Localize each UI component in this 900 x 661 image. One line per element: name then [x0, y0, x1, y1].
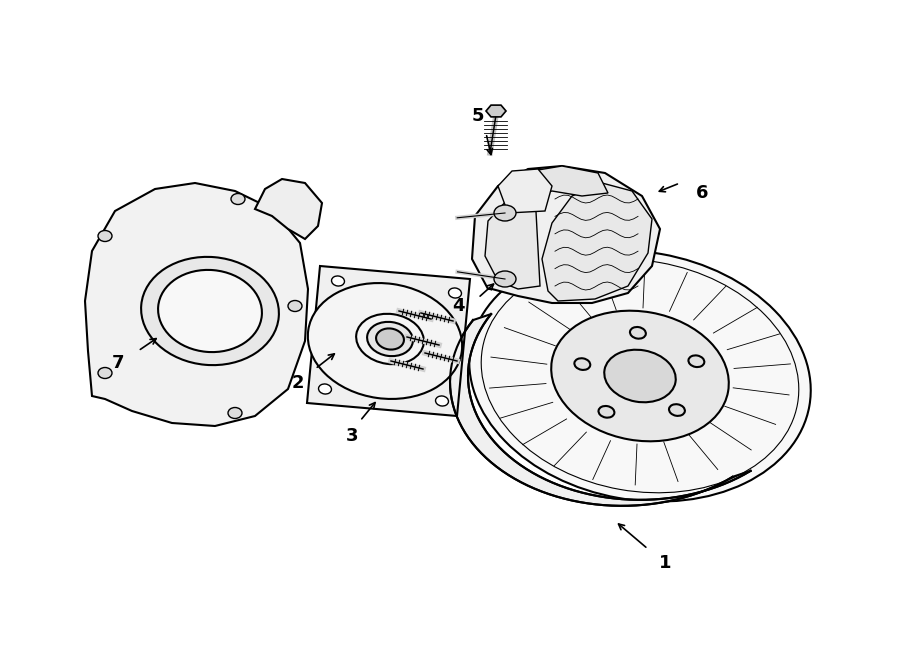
Polygon shape: [486, 105, 506, 117]
Ellipse shape: [494, 205, 516, 221]
Ellipse shape: [231, 194, 245, 204]
Text: 5: 5: [472, 107, 484, 125]
Ellipse shape: [367, 322, 413, 356]
Ellipse shape: [376, 329, 404, 350]
Text: 6: 6: [696, 184, 708, 202]
Ellipse shape: [469, 251, 811, 502]
Text: 7: 7: [112, 354, 124, 372]
Ellipse shape: [288, 301, 302, 311]
Polygon shape: [307, 266, 470, 416]
Polygon shape: [85, 183, 308, 426]
Ellipse shape: [494, 271, 516, 287]
Ellipse shape: [158, 270, 262, 352]
Ellipse shape: [98, 368, 112, 379]
Ellipse shape: [604, 350, 676, 403]
Ellipse shape: [669, 405, 685, 416]
Polygon shape: [485, 193, 540, 289]
Ellipse shape: [630, 327, 646, 338]
Text: 4: 4: [452, 297, 464, 315]
Ellipse shape: [448, 288, 462, 298]
Ellipse shape: [688, 356, 705, 367]
Ellipse shape: [331, 276, 345, 286]
Ellipse shape: [574, 358, 590, 370]
Ellipse shape: [98, 231, 112, 241]
Ellipse shape: [141, 257, 279, 365]
Text: 2: 2: [292, 374, 304, 392]
Ellipse shape: [436, 396, 448, 406]
Ellipse shape: [228, 407, 242, 418]
Polygon shape: [450, 314, 751, 506]
Text: 3: 3: [346, 427, 358, 445]
Text: 1: 1: [659, 554, 671, 572]
Ellipse shape: [551, 311, 729, 442]
Polygon shape: [498, 169, 552, 213]
Polygon shape: [522, 166, 608, 196]
Ellipse shape: [308, 283, 463, 399]
Polygon shape: [472, 166, 660, 303]
Ellipse shape: [319, 384, 331, 394]
Ellipse shape: [598, 406, 615, 418]
Polygon shape: [542, 183, 652, 301]
Polygon shape: [255, 179, 322, 239]
